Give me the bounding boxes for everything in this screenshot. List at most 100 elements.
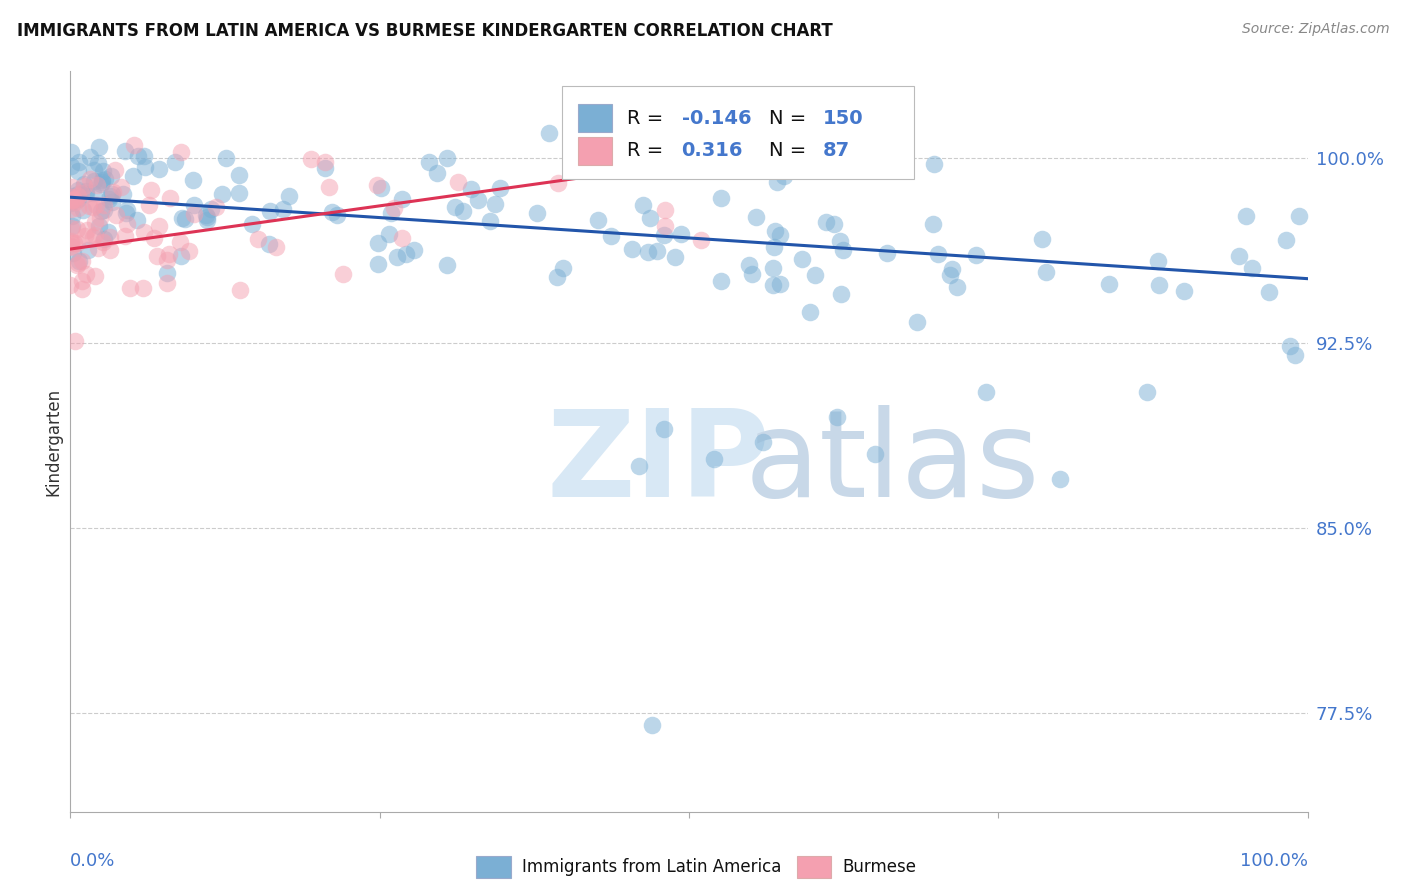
Point <box>391 192 413 206</box>
Point <box>127 213 149 227</box>
Point <box>87 140 110 154</box>
Point <box>67 183 90 197</box>
Point <box>271 202 294 216</box>
Point <box>436 151 458 165</box>
Point <box>1275 233 1298 247</box>
Point <box>86 241 108 255</box>
Point <box>637 245 659 260</box>
Point <box>367 256 389 270</box>
Point <box>762 240 785 254</box>
Text: N =: N = <box>769 141 813 160</box>
Point <box>75 268 97 282</box>
Point <box>127 149 149 163</box>
Point <box>59 278 82 293</box>
Point <box>70 254 93 268</box>
Point <box>60 221 83 235</box>
Point <box>110 180 132 194</box>
Point <box>1234 210 1257 224</box>
Point <box>631 198 654 212</box>
Point <box>710 274 733 288</box>
Point <box>645 244 668 258</box>
Point <box>939 268 962 283</box>
Point <box>974 385 997 400</box>
Point <box>1288 209 1310 223</box>
Point <box>652 422 675 436</box>
Point <box>395 247 418 261</box>
FancyBboxPatch shape <box>578 136 612 165</box>
Point <box>762 260 785 275</box>
Text: R =: R = <box>627 109 669 128</box>
Point <box>259 204 281 219</box>
Point <box>84 215 107 229</box>
Point <box>762 135 785 149</box>
Point <box>1035 265 1057 279</box>
Point <box>66 258 89 272</box>
Point <box>620 242 643 256</box>
Point <box>547 176 569 190</box>
Point <box>114 228 136 243</box>
Point <box>157 246 180 260</box>
Point <box>264 240 287 254</box>
Point <box>228 168 250 182</box>
Point <box>89 219 111 234</box>
Point <box>132 280 155 294</box>
FancyBboxPatch shape <box>797 856 831 879</box>
Point <box>66 187 89 202</box>
Point <box>98 244 121 258</box>
Point <box>93 232 115 246</box>
Point <box>638 211 661 225</box>
Text: R =: R = <box>627 141 669 160</box>
Point <box>59 190 82 204</box>
Point <box>404 244 426 258</box>
Point <box>927 247 949 261</box>
Text: N =: N = <box>769 109 813 128</box>
Point <box>60 234 83 248</box>
Point <box>247 232 270 246</box>
Point <box>101 195 124 210</box>
Point <box>156 276 179 290</box>
Point <box>90 204 112 219</box>
Point <box>460 182 482 196</box>
Point <box>553 260 575 275</box>
Point <box>60 236 83 251</box>
Point <box>79 199 101 213</box>
Point <box>70 282 93 296</box>
Point <box>60 219 83 233</box>
Point <box>905 315 928 329</box>
Point <box>86 178 108 192</box>
Point <box>876 245 898 260</box>
Point <box>118 280 141 294</box>
Y-axis label: Kindergarten: Kindergarten <box>44 387 62 496</box>
Point <box>228 186 250 201</box>
Point <box>60 194 83 208</box>
Text: 87: 87 <box>823 141 849 160</box>
Point <box>205 200 228 214</box>
Point <box>814 215 837 229</box>
Point <box>63 235 86 250</box>
Point <box>1098 277 1121 292</box>
Point <box>67 192 90 206</box>
Point <box>762 277 785 292</box>
Point <box>200 202 222 216</box>
FancyBboxPatch shape <box>477 856 510 879</box>
Point <box>1173 284 1195 298</box>
Point <box>600 228 623 243</box>
Point <box>84 197 107 211</box>
Point <box>60 145 83 160</box>
Point <box>82 200 104 214</box>
Point <box>828 234 851 248</box>
Text: 0.0%: 0.0% <box>70 853 115 871</box>
Point <box>90 173 112 187</box>
Text: Source: ZipAtlas.com: Source: ZipAtlas.com <box>1241 22 1389 37</box>
Point <box>366 178 388 193</box>
Point <box>321 204 343 219</box>
Point <box>766 175 789 189</box>
Point <box>72 179 94 194</box>
Point <box>418 155 440 169</box>
Point <box>367 235 389 250</box>
Point <box>60 240 83 254</box>
Point <box>195 208 218 222</box>
Point <box>104 163 127 178</box>
Point <box>173 211 195 226</box>
Point <box>93 198 115 212</box>
